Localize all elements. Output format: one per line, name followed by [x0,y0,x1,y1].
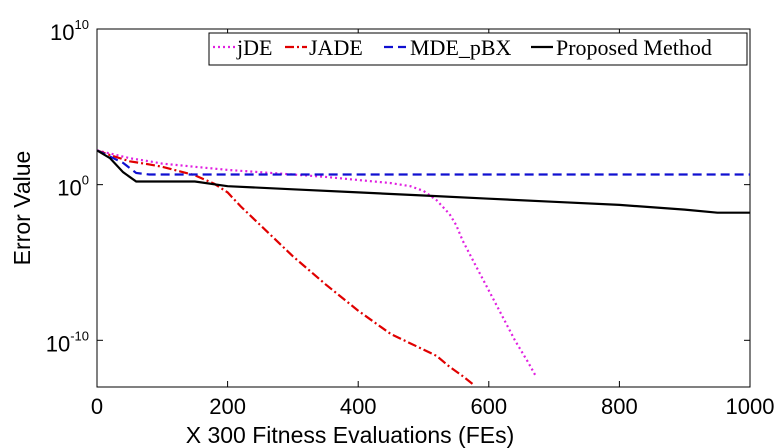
x-tick-label: 1000 [726,394,775,419]
y-tick-label: 100 [57,173,89,201]
legend-label-1: JADE [309,35,363,60]
y-tick-exponent: 10 [75,17,89,32]
y-tick-base: 10 [50,20,74,45]
legend-label-2: MDE_pBX [410,35,512,60]
series-line-3 [97,149,750,214]
x-tick-label: 200 [209,394,246,419]
y-tick-base: 10 [46,331,70,356]
y-tick-base: 10 [57,176,81,201]
series-line-0 [97,149,537,377]
series-line-2 [97,149,750,176]
x-tick-label: 800 [601,394,638,419]
legend-label-3: Proposed Method [556,35,712,60]
y-tick-exponent: 0 [82,173,89,188]
y-tick-exponent: -10 [70,328,89,343]
series-layer [97,149,750,385]
y-tick-label: 1010 [50,17,89,45]
x-axis-title: X 300 Fitness Evaluations (FEs) [186,422,515,448]
legend: jDE JADE MDE_pBX Proposed Method [208,32,748,66]
x-tick-label: 0 [91,394,103,419]
legend-label-0: jDE [236,35,272,60]
plot-area [96,28,751,388]
x-tick-label: 400 [340,394,377,419]
legend-box [208,32,748,66]
x-tick-label: 600 [470,394,507,419]
y-axis-title: Error Value [9,151,35,266]
y-tick-label: 10-10 [46,328,89,356]
series-line-1 [97,149,474,385]
